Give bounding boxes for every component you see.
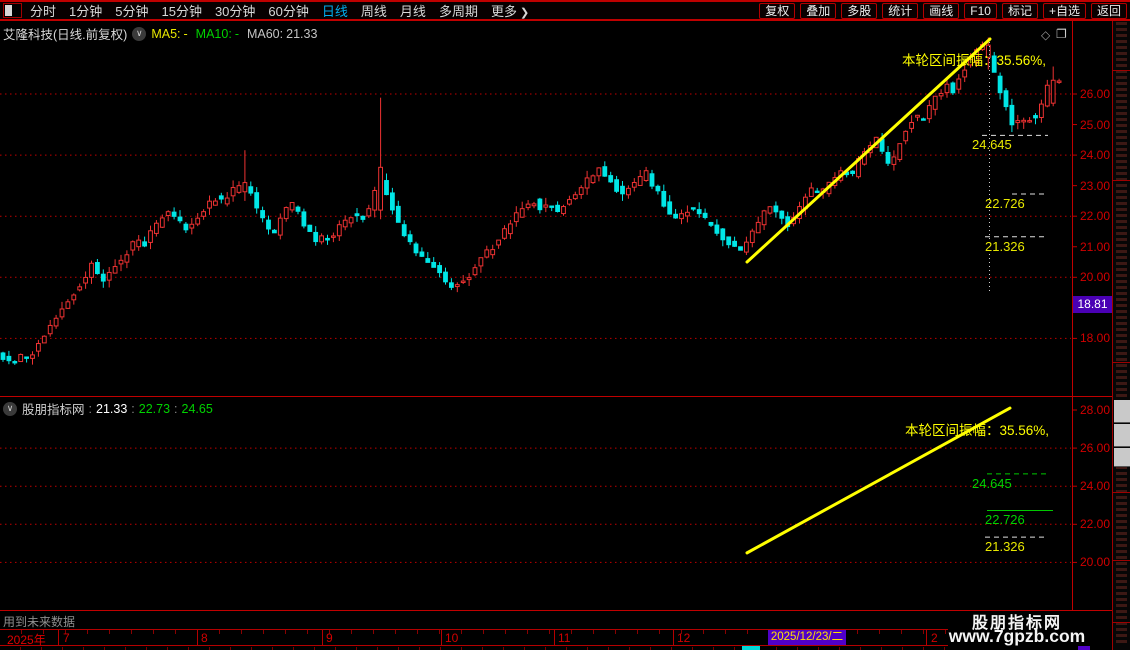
level-label: 24.645	[972, 137, 1012, 153]
last-price-badge: 18.81	[1073, 296, 1112, 313]
level-label: 21.326	[985, 539, 1025, 555]
pane-divider[interactable]	[0, 396, 1112, 397]
toolbar-button-统计[interactable]: 统计	[882, 2, 919, 19]
window-split-icon[interactable]	[3, 3, 22, 18]
toolbar-button-F10[interactable]: F10	[964, 2, 997, 19]
diamond-icon[interactable]: ◇	[1041, 28, 1051, 42]
watermark-site-url: www.7gpzb.com	[948, 626, 1086, 646]
month-separator	[58, 630, 59, 645]
timeline-axis[interactable]: 2025年 2025/12/23/二 7 8 9 10 11 12 2	[0, 629, 948, 647]
price-axis-label: 24.00	[1080, 148, 1111, 163]
ma60-value: 21.33	[286, 26, 318, 41]
tab-period-月线[interactable]: 月线	[399, 4, 426, 19]
ma60-label: MA60:	[246, 26, 284, 41]
separator: :	[88, 401, 92, 416]
price-axis-label: 22.00	[1080, 517, 1111, 532]
ma5-label: MA5:	[151, 26, 181, 41]
minor-ticks	[0, 630, 948, 634]
separator: :	[131, 401, 135, 416]
toolbar-right-buttons: 复权 叠加 多股 统计 画线 F10 标记 +自选 返回	[754, 2, 1130, 19]
price-axis-label: 22.00	[1080, 209, 1111, 224]
month-label-8: 8	[201, 631, 208, 645]
tab-period-分时[interactable]: 分时	[30, 4, 57, 19]
chevron-down-circle-icon[interactable]: ∨	[132, 26, 147, 41]
month-label-10: 10	[445, 631, 459, 645]
toolbar-button-画线[interactable]: 画线	[923, 2, 960, 19]
tab-period-1分钟[interactable]: 1分钟	[69, 4, 103, 19]
indicator-header: ∨ 股朋指标网 : 21.33 : 22.73 : 24.65	[3, 399, 213, 418]
price-axis-line	[1072, 21, 1073, 610]
price-axis-label: 20.00	[1080, 555, 1111, 570]
main-amplitude-annotation: 本轮区间振幅：35.56%,	[902, 53, 1047, 68]
clipped-right-panel	[1112, 0, 1130, 650]
ma5-value: -	[183, 26, 188, 41]
tab-more[interactable]: 更多 ❯	[491, 1, 529, 20]
level-label: 22.726	[985, 512, 1025, 528]
chevron-right-icon: ❯	[519, 7, 530, 19]
tab-period-周线[interactable]: 周线	[360, 4, 387, 19]
tab-period-15分钟[interactable]: 15分钟	[161, 4, 202, 19]
indicator-value-1: 21.33	[96, 401, 128, 416]
level-label: 24.645	[972, 475, 1012, 491]
month-label-7: 7	[63, 631, 70, 645]
future-data-warning: 用到未来数据	[3, 615, 76, 629]
separator: :	[174, 401, 178, 416]
price-axis-label: 20.00	[1080, 270, 1111, 285]
clipped-vertical-text	[1116, 4, 1127, 646]
chevron-down-circle-icon[interactable]: ∨	[3, 401, 17, 416]
tab-period-日线[interactable]: 日线	[321, 4, 348, 19]
ma10-value: -	[234, 26, 239, 41]
month-separator	[554, 630, 555, 645]
toolbar-button-返回[interactable]: 返回	[1090, 2, 1127, 19]
month-separator	[926, 630, 927, 645]
tab-period-60分钟[interactable]: 60分钟	[268, 4, 309, 19]
toolbar-button-叠加[interactable]: 叠加	[800, 2, 837, 19]
clipped-cyan-fragment	[742, 646, 760, 650]
price-axis-label: 18.00	[1080, 331, 1111, 346]
clipped-purple-fragment	[1078, 646, 1090, 650]
month-label-2: 2	[931, 631, 938, 645]
toolbar-button-标记[interactable]: 标记	[1001, 2, 1038, 19]
footer-divider	[0, 610, 1112, 611]
price-axis-label: 26.00	[1080, 441, 1111, 456]
clipped-bottom-row	[0, 647, 948, 650]
indicator-name: 股朋指标网	[22, 403, 85, 417]
pane-window-icon[interactable]: ❐	[1056, 27, 1067, 41]
month-separator	[673, 630, 674, 645]
period-tabs: 分时 1分钟 5分钟 15分钟 30分钟 60分钟 日线 周线 月线 多周期	[30, 1, 491, 20]
indicator-value-3: 24.65	[181, 401, 213, 416]
watermark-site-name: 股朋指标网	[971, 615, 1062, 632]
month-separator	[441, 630, 442, 645]
price-axis-label: 21.00	[1080, 239, 1111, 254]
symbol-title: 艾隆科技(日线.前复权)	[3, 28, 128, 42]
price-axis-label: 25.00	[1080, 117, 1111, 132]
tab-period-30分钟[interactable]: 30分钟	[214, 4, 256, 19]
indicator-amplitude-annotation: 本轮区间振幅：35.56%,	[905, 423, 1050, 438]
selected-date-badge: 2025/12/23/二	[768, 630, 846, 645]
level-label: 21.326	[985, 238, 1025, 254]
tab-period-多周期[interactable]: 多周期	[438, 4, 478, 19]
toolbar-button-复权[interactable]: 复权	[759, 2, 796, 19]
indicator-value-2: 22.73	[138, 401, 171, 416]
tab-period-5分钟[interactable]: 5分钟	[115, 4, 149, 19]
month-label-9: 9	[326, 631, 333, 645]
toolbar-button-+自选[interactable]: +自选	[1042, 2, 1086, 19]
price-axis-label: 28.00	[1080, 403, 1111, 417]
price-axis-label: 23.00	[1080, 178, 1111, 193]
year-label: 2025年	[7, 633, 46, 647]
level-label: 22.726	[985, 196, 1025, 212]
toolbar-button-多股[interactable]: 多股	[841, 2, 878, 19]
month-separator	[197, 630, 198, 645]
main-chart-title-row: 艾隆科技(日线.前复权) ∨ MA5: - MA10: - MA60: 21.3…	[3, 24, 317, 43]
top-toolbar: 分时 1分钟 5分钟 15分钟 30分钟 60分钟 日线 周线 月线 多周期 更多 ❯ 复权 叠加 多股…	[0, 0, 1130, 21]
month-label-12: 12	[677, 631, 691, 645]
ma10-label: MA10:	[195, 26, 232, 41]
price-axis-label: 26.00	[1080, 87, 1111, 101]
price-axis-label: 24.00	[1080, 479, 1111, 494]
more-label: 更多	[490, 4, 517, 19]
month-label-11: 11	[558, 631, 571, 645]
month-separator	[322, 630, 323, 645]
